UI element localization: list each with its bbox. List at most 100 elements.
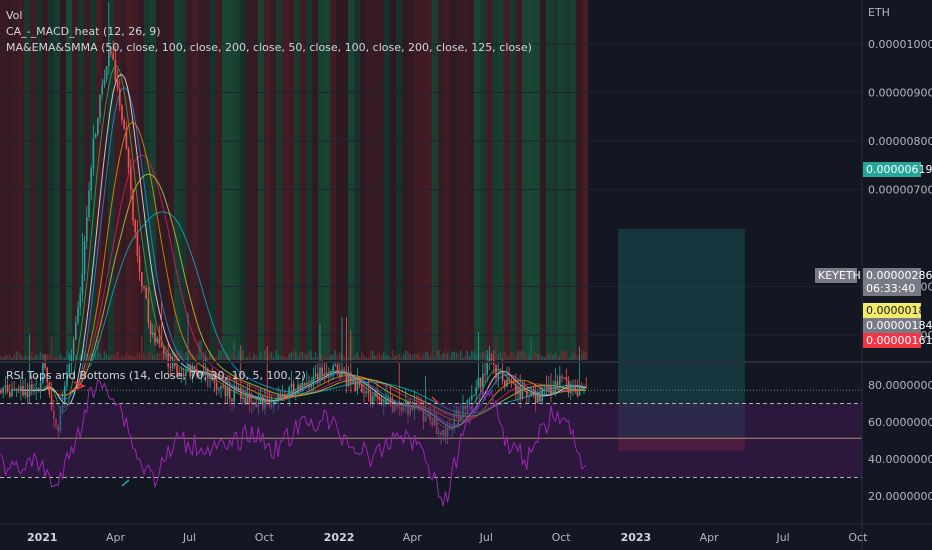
time-tick: Jul: [479, 531, 493, 544]
volume-bar: [231, 352, 233, 360]
volume-bar: [222, 356, 224, 360]
macd-stripe: [390, 0, 397, 360]
volume-bar: [363, 355, 365, 360]
stop-price-tag: 0.00000161: [863, 333, 932, 348]
macd-stripe: [102, 0, 109, 360]
volume-bar: [160, 351, 163, 360]
candle-body: [35, 388, 37, 391]
volume-bar: [57, 357, 59, 360]
macd-stripe: [360, 0, 367, 360]
time-axis[interactable]: 2021 Apr Jul Oct 2022 Apr Jul Oct 2023 Apr Jul Oct: [27, 531, 868, 544]
macd-stripe: [348, 0, 355, 360]
volume-bar: [387, 355, 389, 360]
macd-stripe: [372, 0, 379, 360]
candle-body: [312, 376, 315, 383]
candle-body: [59, 410, 62, 431]
candle-body: [284, 394, 286, 398]
candle-body: [475, 387, 477, 396]
legend-macd-heat[interactable]: CA_-_MACD_heat (12, 26, 9): [6, 25, 161, 38]
volume-bar: [581, 350, 583, 360]
volume-bar: [248, 352, 251, 360]
volume-bar: [585, 351, 587, 360]
candle-body: [504, 380, 506, 387]
volume-bar: [209, 350, 211, 360]
volume-bar: [147, 352, 150, 360]
macd-stripe: [120, 0, 127, 360]
candle-body: [358, 380, 361, 385]
volume-bar: [462, 357, 464, 360]
legend-rsi[interactable]: RSI Tops and Bottoms (14, close, 70, 30,…: [6, 369, 306, 382]
volume-bar: [281, 355, 284, 360]
candle-body: [17, 388, 20, 391]
candle-body: [473, 395, 475, 397]
volume-bar: [268, 353, 271, 360]
candle-body: [149, 322, 152, 335]
volume-bar: [554, 351, 557, 360]
volume-bar: [411, 355, 414, 360]
candle-body: [50, 394, 53, 411]
volume-bar: [39, 351, 42, 360]
volume-bar: [158, 352, 161, 360]
candle-body: [198, 375, 200, 377]
legend-moving-averages[interactable]: MA&EMA&SMMA (50, close, 100, close, 200,…: [6, 41, 532, 54]
volume-bar: [369, 350, 372, 360]
rsi-line: [0, 379, 587, 507]
volume-bar: [288, 353, 290, 360]
candle-body: [136, 232, 139, 256]
candle-body: [376, 392, 378, 398]
candle-body: [42, 362, 44, 384]
legend-volume[interactable]: Vol: [6, 9, 23, 22]
candle-body: [222, 386, 224, 388]
volume-bar: [354, 354, 356, 360]
macd-stripe: [150, 0, 157, 360]
candle-body: [528, 395, 530, 397]
volume-bar: [552, 354, 554, 360]
volume-bar: [501, 352, 504, 360]
macd-stripe: [72, 0, 79, 360]
candle-body: [141, 272, 143, 287]
macd-stripe: [168, 0, 175, 360]
volume-bar: [204, 350, 207, 360]
candle-body: [233, 386, 235, 402]
macd-stripe: [288, 0, 295, 360]
macd-stripe: [384, 0, 391, 360]
macd-stripe: [222, 0, 229, 360]
candle-body: [116, 80, 119, 89]
candles: [0, 2, 587, 445]
candle-body: [200, 373, 202, 376]
price-axis[interactable]: 0.00001000 0.00000900 0.00000800 0.00000700…: [868, 38, 932, 342]
volume-bar: [561, 350, 563, 360]
time-tick: 2022: [324, 531, 355, 544]
candle-body: [182, 373, 185, 377]
candle-body: [31, 384, 33, 392]
volume-bar: [130, 354, 132, 360]
candle-body: [174, 361, 176, 367]
macd-stripe: [474, 0, 481, 360]
volume-bar: [303, 353, 306, 360]
macd-stripe: [54, 0, 61, 360]
volume-bar: [308, 351, 310, 360]
candle-body: [215, 383, 218, 390]
long-position-stop-zone[interactable]: [618, 438, 745, 451]
volume-bar: [257, 357, 260, 360]
candle-body: [119, 88, 121, 106]
volume-bar: [314, 352, 317, 360]
candle-body: [501, 372, 504, 381]
rsi-band: [0, 403, 862, 478]
candle-body: [281, 394, 284, 401]
candle-body: [341, 369, 343, 377]
volume-bar: [541, 355, 543, 360]
candle-body: [308, 383, 310, 387]
volume-bar: [391, 350, 394, 360]
candle-body: [244, 397, 246, 405]
rsi-axis[interactable]: 80.00000000 60.00000000 40.00000000 20.0000…: [868, 379, 932, 503]
candle-body: [517, 386, 519, 395]
volume-bar: [79, 354, 81, 360]
candle-body: [567, 380, 570, 393]
macd-stripe: [480, 0, 487, 360]
candle-body: [292, 383, 295, 395]
volume-bar: [112, 355, 114, 360]
volume-bar: [405, 350, 407, 360]
candle-body: [550, 384, 552, 395]
